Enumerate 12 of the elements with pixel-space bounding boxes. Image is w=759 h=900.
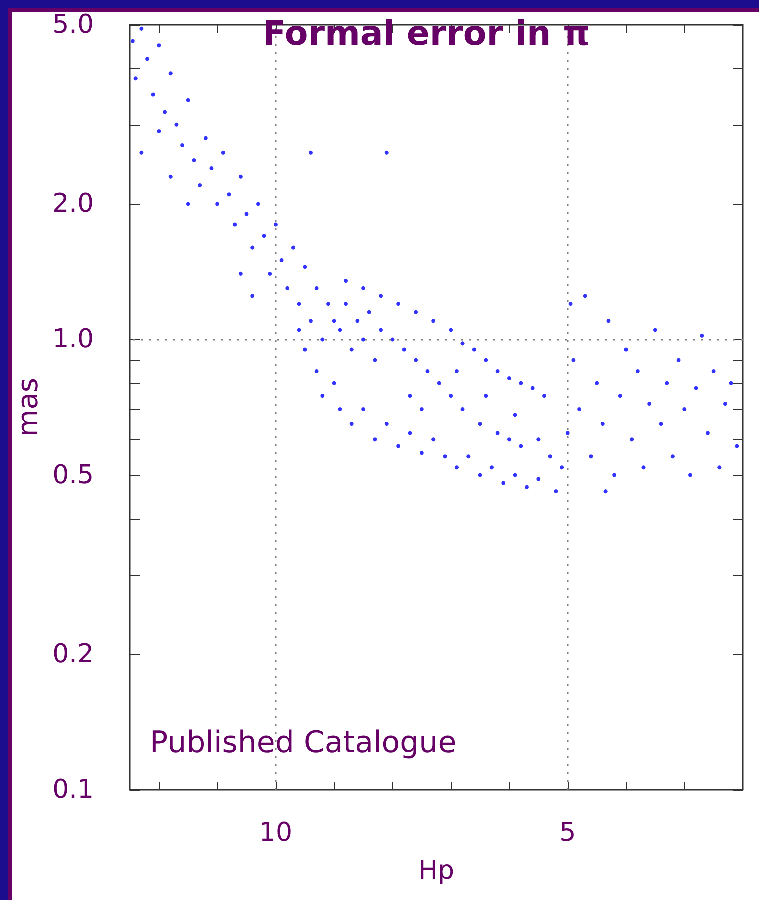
chart-title: Formal error in π (263, 14, 590, 54)
x-axis-title: Hp (418, 856, 455, 886)
x-tick-label: 10 (259, 818, 292, 848)
y-axis-title: mas (11, 378, 44, 438)
y-tick-label: 5.0 (52, 10, 94, 40)
annotation: Published Catalogue (150, 726, 457, 760)
y-tick-label: 2.0 (52, 189, 94, 220)
y-tick-label: 0.5 (52, 460, 94, 490)
y-tick-label: 0.2 (52, 639, 94, 670)
x-tick-label: 5 (560, 818, 576, 848)
y-tick-label: 0.1 (52, 775, 94, 805)
y-tick-label: 1.0 (52, 324, 94, 355)
